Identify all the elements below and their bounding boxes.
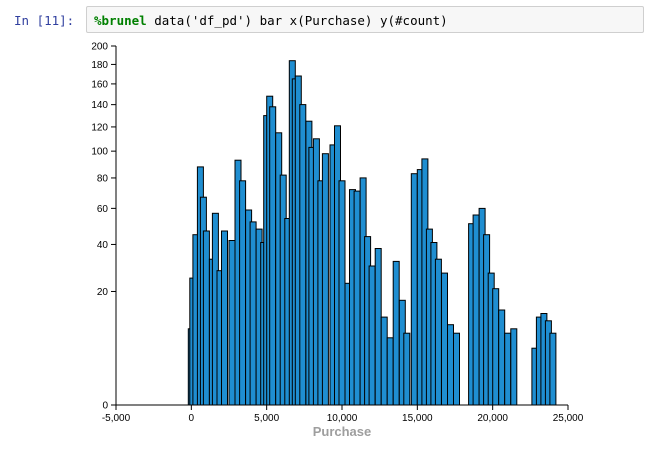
bar (434, 258, 442, 406)
y-tick-label: 180 (91, 60, 108, 71)
bar (410, 173, 418, 406)
x-tick-label: 15,000 (402, 413, 433, 424)
bar (321, 153, 329, 406)
bar (380, 316, 388, 406)
x-axis: -5,000 0 5,000 10,000 15,000 20,000 25,000 (102, 404, 584, 424)
y-tick-label: 60 (97, 204, 109, 215)
x-tick-label: -5,000 (102, 413, 131, 424)
bar (453, 332, 460, 406)
y-tick-label: 20 (97, 287, 109, 298)
bar (221, 230, 228, 406)
bar (338, 180, 346, 406)
bar (447, 324, 454, 406)
bar (353, 190, 361, 406)
bar (549, 332, 557, 406)
input-prompt: In [11]: (14, 13, 75, 28)
y-axis: 0 20 40 60 80 100 120 140 160 180 200 (91, 42, 117, 412)
bar (392, 260, 400, 406)
code-magic: %brunel (94, 13, 147, 28)
bar (249, 221, 257, 406)
y-tick-label: 100 (91, 147, 108, 158)
bar (403, 332, 411, 406)
x-tick-label: 10,000 (327, 413, 358, 424)
y-tick-label: 140 (91, 100, 108, 111)
x-tick-label: 25,000 (553, 413, 584, 424)
bar (386, 337, 394, 406)
bar (368, 265, 376, 406)
y-tick-label: 160 (91, 79, 108, 90)
bar (498, 309, 506, 406)
bar (374, 248, 382, 406)
bar (239, 180, 247, 406)
bar (441, 272, 448, 406)
y-tick-label: 200 (91, 42, 108, 53)
bar (492, 288, 500, 406)
y-tick-label: 40 (97, 240, 109, 251)
bar (472, 214, 480, 406)
y-tick-label: 80 (97, 173, 109, 184)
bar (228, 240, 236, 406)
bar (510, 328, 518, 406)
y-tick-label: 0 (102, 401, 108, 412)
code-body: data('df_pd') bar x(Purchase) y(#count) (146, 13, 448, 28)
code-input-area[interactable]: %brunel data('df_pd') bar x(Purchase) y(… (86, 6, 644, 33)
x-axis-title: Purchase (313, 424, 372, 439)
bar-series (187, 60, 557, 406)
bar (202, 230, 210, 406)
x-tick-label: 0 (189, 413, 195, 424)
code-text[interactable]: %brunel data('df_pd') bar x(Purchase) y(… (94, 13, 448, 28)
x-tick-label: 20,000 (477, 413, 508, 424)
x-tick-label: 5,000 (254, 413, 279, 424)
bar (504, 332, 512, 406)
bar (299, 104, 307, 406)
y-tick-label: 120 (91, 122, 108, 133)
bar (269, 106, 277, 406)
